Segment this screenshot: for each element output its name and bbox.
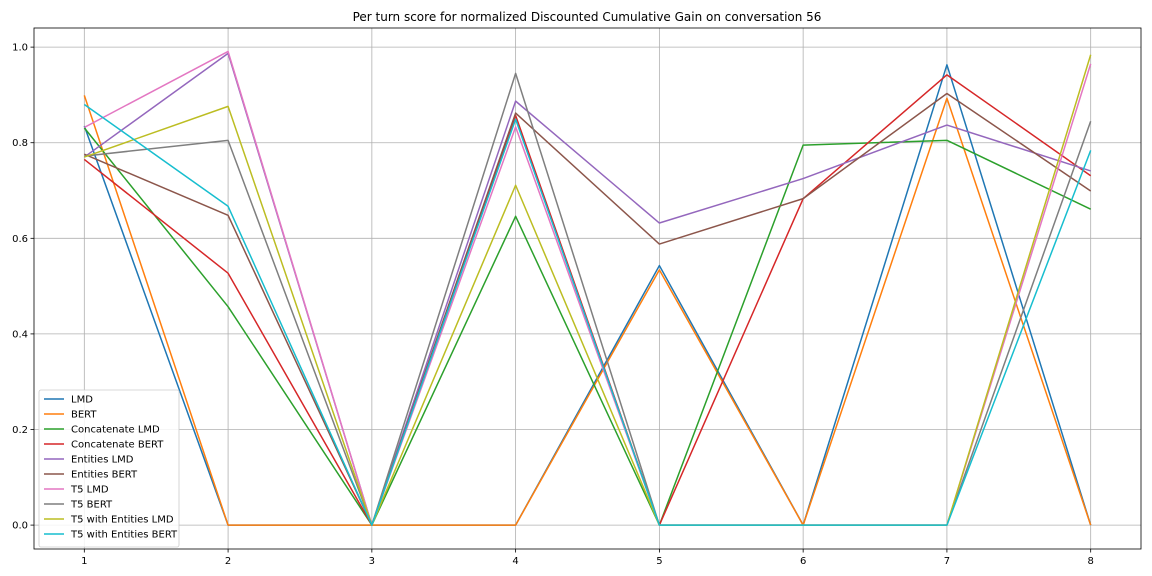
legend-label: T5 with Entities LMD bbox=[70, 515, 174, 526]
series-line-1 bbox=[83, 95, 1092, 526]
grid bbox=[34, 28, 1141, 549]
chart-title: Per turn score for normalized Discounted… bbox=[353, 10, 822, 24]
series-line-0 bbox=[83, 64, 1092, 526]
series-line-6 bbox=[83, 50, 1092, 526]
x-tick-label: 4 bbox=[512, 556, 518, 567]
legend-label: Concatenate LMD bbox=[71, 425, 160, 436]
y-tick-label: 0.6 bbox=[12, 234, 28, 245]
x-tick-label: 6 bbox=[800, 556, 806, 567]
y-tick-label: 1.0 bbox=[12, 43, 28, 54]
y-axis: 0.0 0.2 0.4 0.6 0.8 1.0 bbox=[12, 43, 34, 532]
series-line-8 bbox=[84, 54, 1092, 526]
series-line-4 bbox=[83, 52, 1091, 526]
x-axis: 1 2 3 4 5 6 7 8 bbox=[81, 549, 1094, 567]
x-tick-label: 5 bbox=[656, 556, 662, 567]
y-tick-label: 0.2 bbox=[12, 425, 28, 436]
legend-label: T5 BERT bbox=[70, 500, 113, 511]
series-line-2 bbox=[83, 127, 1092, 526]
series-line-5 bbox=[84, 92, 1092, 526]
legend-label: Concatenate BERT bbox=[71, 440, 164, 451]
series-line-9 bbox=[83, 103, 1092, 526]
x-tick-label: 7 bbox=[944, 556, 950, 567]
y-tick-label: 0.8 bbox=[12, 138, 28, 149]
x-tick-label: 1 bbox=[81, 556, 87, 567]
y-tick-label: 0.0 bbox=[12, 521, 28, 532]
series-lines bbox=[83, 50, 1092, 526]
legend-label: BERT bbox=[71, 410, 97, 421]
x-tick-label: 2 bbox=[225, 556, 231, 567]
y-tick-label: 0.4 bbox=[12, 329, 28, 340]
legend-label: Entities BERT bbox=[71, 470, 138, 481]
legend-box bbox=[38, 389, 180, 548]
legend-label: T5 LMD bbox=[70, 485, 109, 496]
legend: LMD BERT Concatenate LMD Concatenate BERT En… bbox=[38, 389, 180, 548]
legend-label: Entities LMD bbox=[71, 455, 134, 466]
x-tick-label: 3 bbox=[369, 556, 375, 567]
x-tick-label: 8 bbox=[1087, 556, 1093, 567]
legend-label: T5 with Entities BERT bbox=[70, 530, 178, 541]
legend-label: LMD bbox=[71, 395, 93, 406]
plot-area-frame bbox=[33, 27, 1142, 550]
